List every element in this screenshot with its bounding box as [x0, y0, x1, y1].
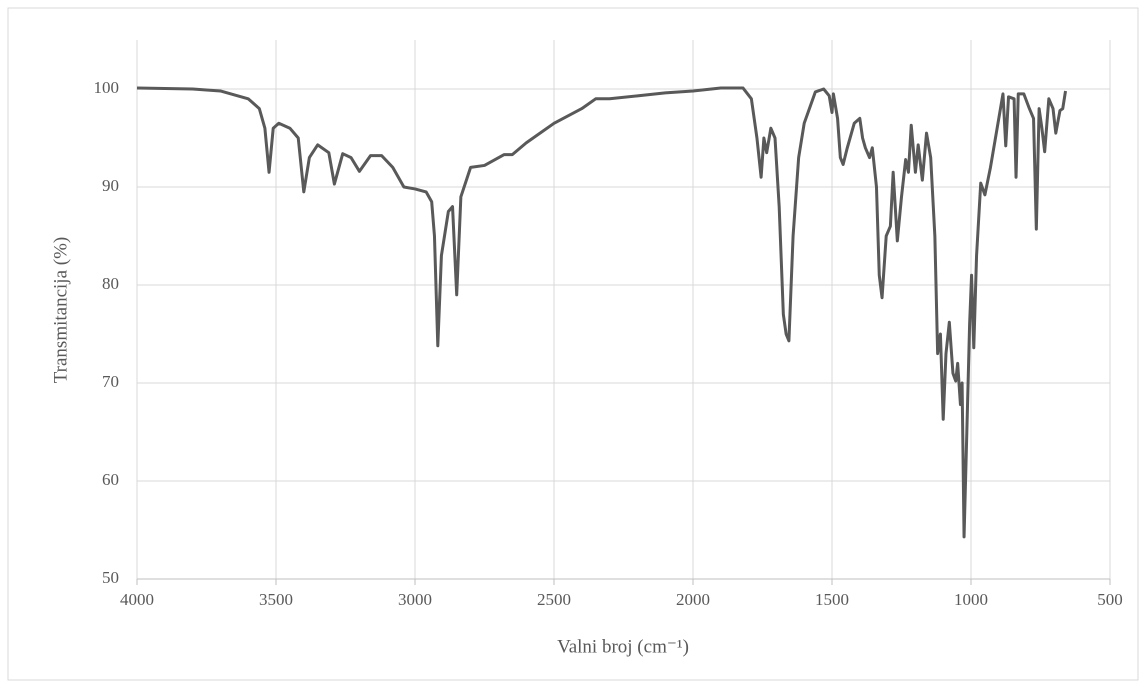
y-tick-label: 60: [102, 470, 119, 489]
x-tick-label: 1000: [954, 590, 988, 609]
x-tick-label: 3500: [259, 590, 293, 609]
x-tick-label: 1500: [815, 590, 849, 609]
x-axis-label: Valni broj (cm⁻¹): [557, 636, 689, 657]
x-tick-label: 4000: [120, 590, 154, 609]
x-tick-label: 3000: [398, 590, 432, 609]
x-tick-label: 2000: [676, 590, 710, 609]
spectrum-line: [136, 86, 1068, 539]
y-axis-label: Transmitancija (%): [50, 237, 71, 384]
y-tick-label: 100: [94, 78, 120, 97]
y-tick-label: 70: [102, 372, 119, 391]
x-tick-label: 2500: [537, 590, 571, 609]
y-tick-label: 50: [102, 568, 119, 587]
y-tick-label: 80: [102, 274, 119, 293]
x-tick-label: 500: [1097, 590, 1123, 609]
y-tick-label: 90: [102, 176, 119, 195]
